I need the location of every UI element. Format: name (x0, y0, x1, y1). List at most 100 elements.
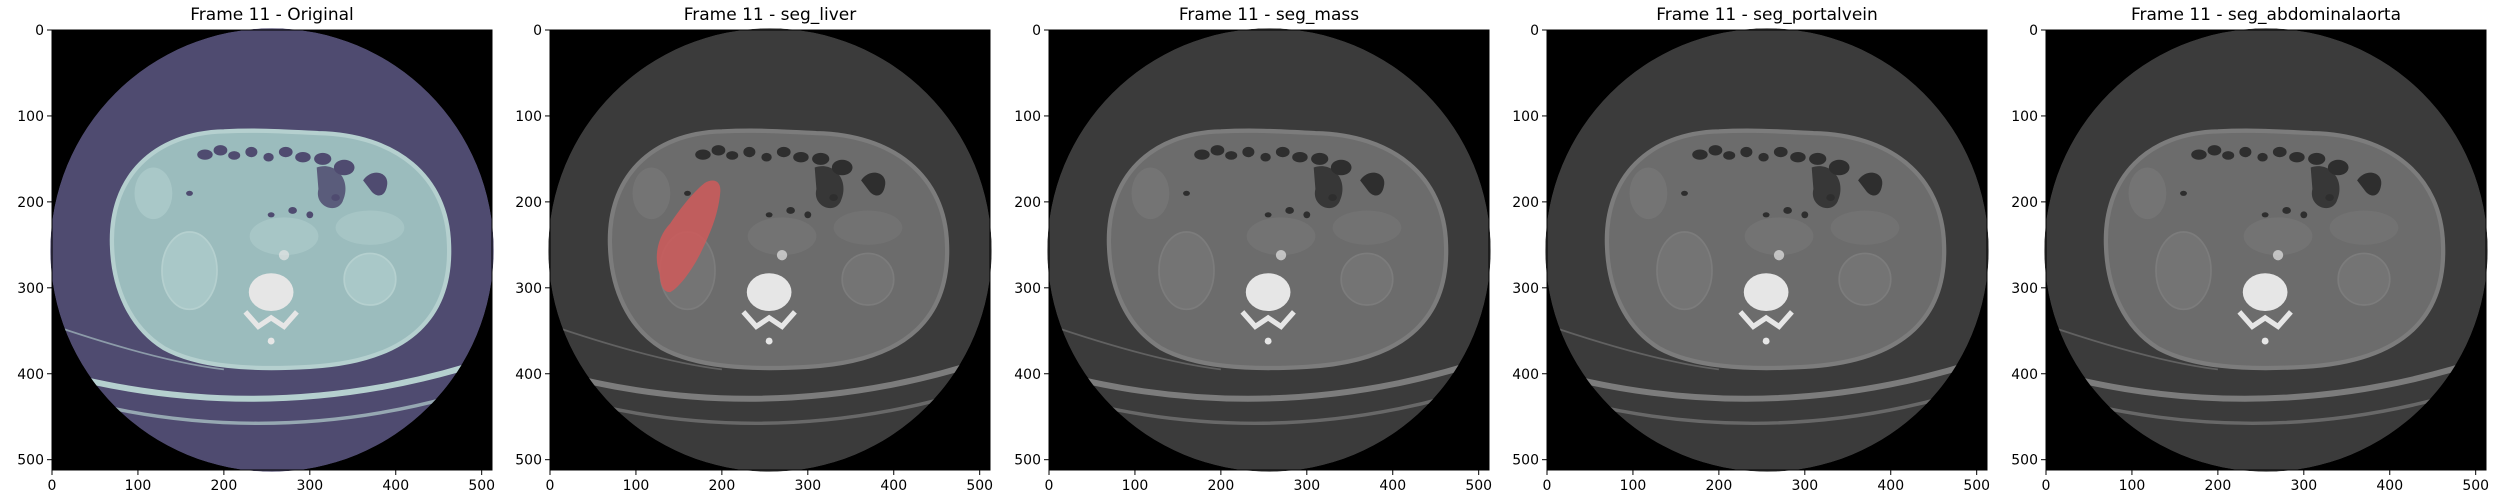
x-tick-label: 0 (546, 478, 555, 494)
aorta (278, 250, 290, 261)
vertebral-body (1245, 273, 1291, 312)
bowel-gas (2180, 190, 2187, 196)
bowel-gas (1210, 145, 1225, 156)
scanner-table (50, 353, 494, 402)
panel-1: Frame 11 - Original 0 100 200 300 400 50… (17, 5, 495, 494)
axes-frame (51, 29, 493, 471)
panel-title: Frame 11 - seg_abdominalaorta (2131, 5, 2401, 25)
vertebral-arch (741, 310, 797, 330)
bowel-gas (2257, 152, 2268, 162)
bowel-gas (1292, 152, 1308, 163)
y-tick-label: 500 (1014, 453, 1041, 469)
x-tick-label: 300 (296, 478, 323, 494)
x-tick-label: 300 (1293, 478, 1320, 494)
y-tick-label: 500 (2011, 453, 2038, 469)
y-tick-label: 200 (2011, 195, 2038, 211)
bowel-gas (2272, 146, 2287, 158)
bowel-gas (2191, 149, 2207, 160)
colon-gas (1360, 172, 1385, 196)
bowel-gas (2308, 152, 2326, 165)
panel-5: Frame 11 - seg_abdominalaorta 0 100 200 … (2011, 5, 2489, 494)
bowel-gas (295, 152, 311, 163)
bowel-gas (333, 159, 355, 176)
bowel-gas (1708, 145, 1723, 156)
ct-slice-image (2044, 28, 2488, 472)
x-tick-label: 0 (1045, 478, 1054, 494)
bowel-gas (1801, 211, 1809, 219)
pancreas (1246, 217, 1316, 256)
liver-segmentation-overlay (656, 180, 721, 293)
bowel-gas (786, 207, 795, 214)
x-tick-label: 200 (1706, 478, 1733, 494)
x-tick-label: 100 (1122, 478, 1149, 494)
y-tick-label: 500 (515, 453, 542, 469)
x-tick-label: 100 (623, 478, 650, 494)
bowel-gas (793, 152, 809, 163)
liver-tip (2128, 167, 2167, 220)
x-tick-label: 200 (2205, 478, 2232, 494)
vertebral-arch (243, 310, 299, 330)
y-tick-label: 0 (533, 23, 542, 39)
bowel-gas (1330, 159, 1352, 176)
left-kidney (1340, 252, 1394, 306)
axis-ticks: 0 100 200 300 400 500 0 100 200 300 400 … (515, 23, 993, 494)
ct-slice-image (1047, 28, 1491, 472)
y-tick-label: 400 (1014, 367, 1041, 383)
bowel-gas (761, 152, 772, 162)
axes-frame (1546, 29, 1988, 471)
scanner-table (2044, 353, 2488, 402)
x-tick-label: 500 (966, 478, 993, 494)
vertebral-body (746, 273, 792, 312)
y-tick-label: 0 (1032, 23, 1041, 39)
bowel-gas (288, 207, 297, 214)
table-strap (548, 321, 722, 371)
bowel-gas (1773, 146, 1788, 158)
panel-title: Frame 11 - seg_mass (1179, 5, 1359, 25)
x-tick-label: 400 (880, 478, 907, 494)
panel-4: Frame 11 - seg_portalvein 0 100 200 300 … (1512, 5, 1990, 494)
bowel-gas (228, 151, 241, 160)
x-tick-label: 500 (1963, 478, 1990, 494)
bowel-gas (831, 159, 853, 176)
table-strap (1545, 321, 1719, 371)
spinous-process (1264, 337, 1272, 345)
x-tick-label: 0 (1543, 478, 1552, 494)
axis-ticks: 0 100 200 300 400 500 0 100 200 300 400 … (17, 23, 495, 494)
bowel-gas (1275, 146, 1290, 158)
stomach-gas (2310, 166, 2340, 209)
scanner-table (1047, 353, 1491, 402)
bowel-gas (1242, 146, 1255, 158)
colon-gas (2357, 172, 2382, 196)
bowel-gas (765, 212, 773, 218)
y-tick-label: 400 (1512, 367, 1539, 383)
bowel-gas (2282, 207, 2291, 214)
right-kidney (1158, 231, 1215, 311)
scanner-table (1545, 353, 1989, 402)
right-kidney (2155, 231, 2212, 311)
spinous-process (2261, 337, 2269, 345)
bowel-gas (2222, 151, 2235, 160)
bowel-gas (684, 190, 691, 196)
bowel-gas (245, 146, 258, 158)
vertebral-body (248, 273, 294, 312)
vertebral-arch (1738, 310, 1794, 330)
bowel-gas (1285, 207, 1294, 214)
stomach-gas (1313, 166, 1343, 209)
bowel-gas (1809, 152, 1827, 165)
x-tick-label: 500 (2462, 478, 2489, 494)
bowel-gas (2261, 212, 2269, 218)
stomach-gas (316, 166, 346, 209)
bowel-loops (335, 210, 405, 245)
bowel-gas (1194, 149, 1210, 160)
y-tick-label: 100 (1512, 109, 1539, 125)
x-tick-label: 100 (125, 478, 152, 494)
stomach-gas (814, 166, 844, 209)
bowel-gas (743, 146, 756, 158)
panel-2: Frame 11 - seg_liver 0 100 200 300 400 5… (515, 5, 993, 494)
bowel-gas (1828, 159, 1850, 176)
x-tick-label: 500 (468, 478, 495, 494)
bowel-loops (2329, 210, 2399, 245)
x-tick-label: 500 (1465, 478, 1492, 494)
x-tick-label: 0 (2042, 478, 2051, 494)
x-tick-label: 300 (2290, 478, 2317, 494)
